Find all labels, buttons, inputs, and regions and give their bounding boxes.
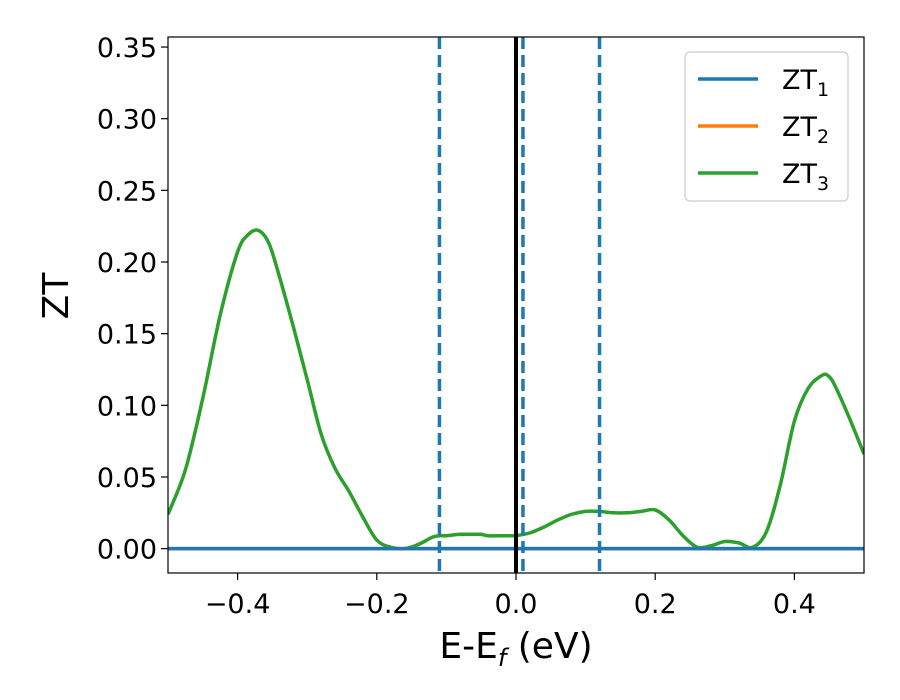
- x-tick-label: 0.4: [773, 589, 816, 620]
- x-axis-label-unit: (eV): [506, 626, 592, 667]
- legend-box: [684, 51, 849, 202]
- y-tick-label: 0.15: [97, 320, 157, 351]
- x-tick-label: −0.4: [205, 589, 271, 620]
- tick-layer: −0.4 −0.2 0.0 0.2 0.4 0.00 0.05 0.10 0.15 0.20 0.2…: [97, 33, 816, 620]
- y-axis-label: ZT: [36, 272, 77, 320]
- y-tick-label: 0.00: [97, 535, 157, 566]
- x-tick-label: 0.2: [634, 589, 677, 620]
- y-tick-label: 0.20: [97, 248, 157, 279]
- y-tick-label: 0.10: [97, 391, 157, 422]
- y-tick-label: 0.25: [97, 176, 157, 207]
- legend-items: ZT1 ZT2 ZT3: [698, 65, 829, 195]
- x-axis-label: E-Ef (eV): [439, 626, 592, 672]
- y-tick-label: 0.05: [97, 463, 157, 494]
- legend-label-zt3: ZT3: [782, 159, 829, 195]
- x-tick-label: 0.0: [495, 589, 538, 620]
- x-axis-label-base: E-E: [439, 626, 497, 667]
- legend-label-zt1: ZT1: [782, 65, 829, 101]
- vertical-lines-layer: [437, 37, 602, 573]
- x-tick-label: −0.2: [344, 589, 410, 620]
- y-tick-label: 0.35: [97, 33, 157, 64]
- y-tick-label: 0.30: [97, 105, 157, 136]
- legend: ZT1 ZT2 ZT3: [684, 51, 849, 202]
- legend-label-zt2: ZT2: [782, 112, 829, 148]
